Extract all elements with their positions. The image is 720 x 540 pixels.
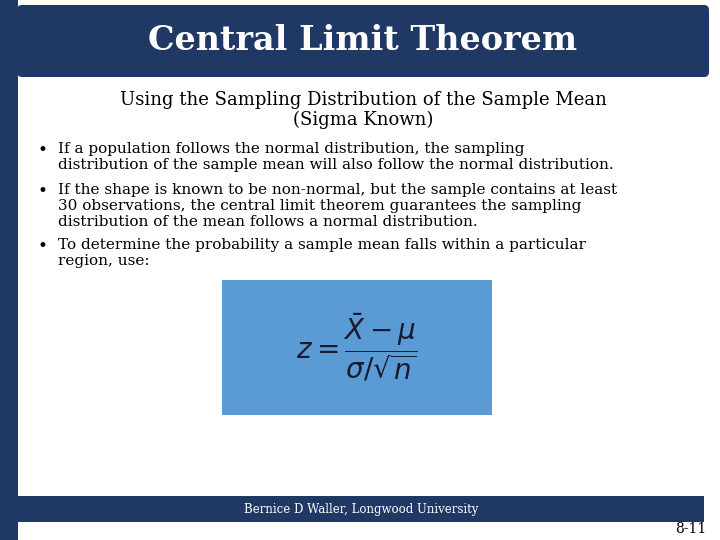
Text: Central Limit Theorem: Central Limit Theorem [148, 24, 577, 57]
Bar [0, 0, 18, 540]
Text: 30 observations, the central limit theorem guarantees the sampling: 30 observations, the central limit theor… [58, 199, 581, 213]
FancyBboxPatch shape [222, 280, 492, 415]
FancyBboxPatch shape [17, 5, 709, 77]
Text: If the shape is known to be non-normal, but the sample contains at least: If the shape is known to be non-normal, … [58, 183, 617, 197]
Text: Using the Sampling Distribution of the Sample Mean: Using the Sampling Distribution of the S… [120, 91, 606, 109]
Text: •: • [38, 238, 48, 255]
Text: (Sigma Known): (Sigma Known) [293, 111, 433, 129]
Bar [18, 496, 704, 522]
Text: •: • [38, 142, 48, 159]
Text: If a population follows the normal distribution, the sampling: If a population follows the normal distr… [58, 142, 524, 156]
Text: To determine the probability a sample mean falls within a particular: To determine the probability a sample me… [58, 238, 586, 252]
Text: region, use:: region, use: [58, 254, 150, 268]
Text: $z = \dfrac{\bar{X} - \mu}{\sigma/\sqrt{n}}$: $z = \dfrac{\bar{X} - \mu}{\sigma/\sqrt{… [297, 311, 418, 383]
Text: •: • [38, 183, 48, 200]
Text: 8-11: 8-11 [675, 522, 706, 536]
Text: distribution of the mean follows a normal distribution.: distribution of the mean follows a norma… [58, 215, 477, 229]
Text: Bernice D Waller, Longwood University: Bernice D Waller, Longwood University [244, 503, 478, 516]
Text: distribution of the sample mean will also follow the normal distribution.: distribution of the sample mean will als… [58, 158, 613, 172]
